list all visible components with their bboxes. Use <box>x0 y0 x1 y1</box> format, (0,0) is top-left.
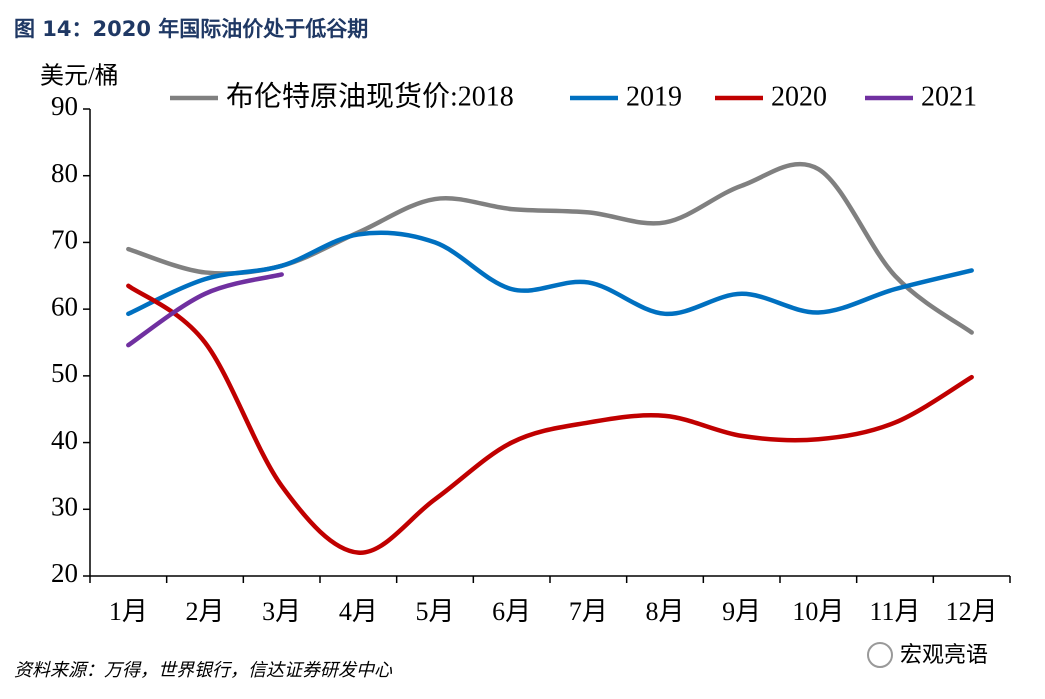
x-tick-label: 10月 <box>792 597 844 626</box>
x-tick-label: 11月 <box>869 597 920 626</box>
x-tick-label: 7月 <box>569 597 608 626</box>
y-tick-label: 30 <box>51 491 78 521</box>
x-tick-label: 5月 <box>415 597 454 626</box>
y-tick-label: 80 <box>51 158 78 188</box>
watermark: 宏观亮语 <box>867 642 988 668</box>
source: 资料来源：万得，世界银行，信达证券研发中心 <box>14 660 393 681</box>
watermark-text: 宏观亮语 <box>900 643 988 668</box>
x-tick-label: 12月 <box>946 597 998 626</box>
y-tick-label: 60 <box>51 291 78 321</box>
x-tick-label: 2月 <box>185 597 224 626</box>
x-tick-label: 1月 <box>109 597 148 626</box>
chart-title: 图 14：2020 年国际油价处于低谷期 <box>14 17 368 41</box>
y-tick-label: 90 <box>51 91 78 121</box>
y-tick-label: 20 <box>51 558 78 588</box>
series-line <box>126 283 974 555</box>
x-tick-label: 6月 <box>492 597 531 626</box>
y-tick-label: 50 <box>51 358 78 388</box>
legend-label: 2020 <box>771 81 827 112</box>
legend-label: 2021 <box>921 81 977 112</box>
x-tick-label: 8月 <box>645 597 684 626</box>
series-line <box>126 272 284 348</box>
watermark-icon <box>867 642 893 668</box>
x-tick-label: 9月 <box>722 597 761 626</box>
x-tick-label: 4月 <box>339 597 378 626</box>
legend-label: 2019 <box>626 81 682 112</box>
y-axis-label: 美元/桶 <box>40 63 119 90</box>
series-line <box>126 230 974 317</box>
y-tick-label: 70 <box>51 225 78 255</box>
legend-label: 布伦特原油现货价:2018 <box>226 80 514 112</box>
y-tick-label: 40 <box>51 425 78 455</box>
x-tick-label: 3月 <box>262 597 301 626</box>
